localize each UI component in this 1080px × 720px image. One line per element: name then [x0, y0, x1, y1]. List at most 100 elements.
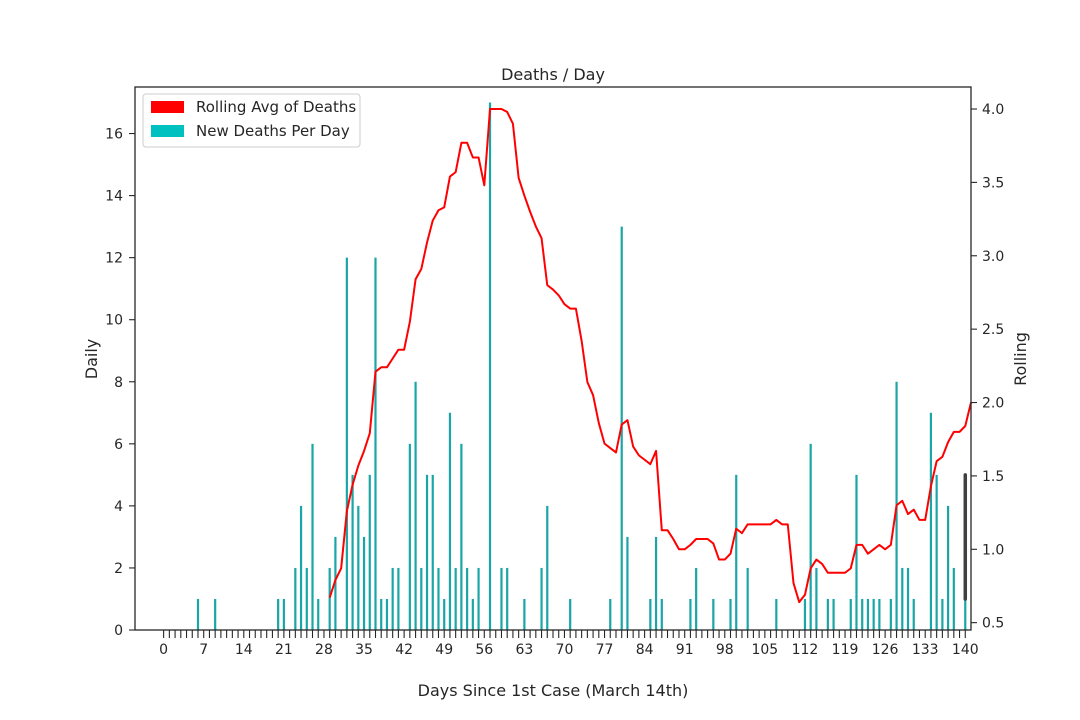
- bar: [826, 598, 829, 630]
- rolling-avg-line: [328, 108, 972, 604]
- bar: [391, 567, 394, 630]
- bar: [425, 474, 429, 630]
- legend-box: [142, 93, 361, 148]
- bar: [317, 598, 320, 630]
- bar: [935, 474, 938, 630]
- bar: [454, 567, 457, 630]
- x-tick-label: 133: [912, 642, 939, 658]
- bar: [964, 598, 967, 630]
- y2-tick-label: 1.5: [982, 469, 1004, 485]
- bar: [649, 598, 652, 630]
- bars-layer: [196, 102, 967, 630]
- bar: [609, 598, 612, 630]
- x-tick-label: 98: [716, 642, 734, 658]
- legend-label-rolling: Rolling Avg of Deaths: [196, 98, 356, 116]
- bar: [546, 505, 549, 630]
- x-tick-label: 91: [676, 642, 694, 658]
- bar: [443, 598, 446, 630]
- chart-title: Deaths / Day: [501, 65, 605, 84]
- x-axis: 0 7 14 21 28 35 42 49 56 63 70 77 84 91 98 105 112 119 126…: [159, 630, 979, 658]
- bar: [351, 474, 354, 630]
- x-tick-label: 112: [792, 642, 819, 658]
- x-tick-label: 28: [315, 642, 333, 658]
- bar: [803, 598, 807, 630]
- x-tick-label: 35: [355, 642, 373, 658]
- bar: [328, 567, 331, 630]
- bar: [660, 598, 663, 630]
- x-tick-label: 49: [435, 642, 453, 658]
- bar: [431, 474, 434, 630]
- y-axis-title: Daily: [82, 339, 101, 379]
- y-axis-left: 0 2 4 6 8 10 12 14 16: [105, 127, 135, 639]
- legend-swatch-rolling: [151, 101, 184, 113]
- bar: [540, 567, 543, 630]
- bar: [362, 536, 366, 630]
- bar: [299, 505, 303, 630]
- y-tick-label: 14: [105, 189, 123, 205]
- bar: [500, 567, 503, 630]
- bar: [849, 598, 852, 630]
- bar: [901, 567, 904, 630]
- bar: [357, 505, 360, 630]
- bar: [952, 567, 955, 630]
- bar: [466, 567, 469, 630]
- bar: [385, 598, 389, 630]
- y-tick-label: 4: [114, 499, 123, 515]
- y2-axis-title: Rolling: [1011, 332, 1030, 386]
- x-tick-label: 42: [395, 642, 413, 658]
- bar: [477, 567, 480, 630]
- bar: [746, 567, 749, 630]
- bar: [626, 536, 629, 630]
- x-tick-label: 105: [751, 642, 778, 658]
- x-tick-label: 140: [952, 642, 979, 658]
- bar: [861, 598, 864, 630]
- bar: [654, 536, 658, 630]
- bar: [735, 474, 738, 630]
- bar: [471, 598, 474, 630]
- bar: [368, 474, 371, 630]
- x-tick-label: 21: [275, 642, 293, 658]
- bar: [832, 598, 835, 630]
- y-tick-label: 10: [105, 313, 123, 329]
- x-tick-label: 84: [636, 642, 654, 658]
- bar: [872, 598, 875, 630]
- bar: [294, 567, 297, 630]
- y2-tick-label: 2.0: [982, 396, 1004, 412]
- x-tick-label: 77: [596, 642, 614, 658]
- x-tick-label: 70: [556, 642, 574, 658]
- bar: [695, 567, 698, 630]
- bar: [712, 598, 715, 630]
- bar: [374, 257, 377, 630]
- bar: [941, 598, 944, 630]
- bar: [196, 598, 200, 630]
- legend: Rolling Avg of Deaths New Deaths Per Day: [142, 93, 361, 148]
- bar: [277, 598, 280, 630]
- bar: [305, 567, 308, 630]
- x-tick-label: 63: [515, 642, 533, 658]
- legend-swatch-deaths: [151, 125, 184, 137]
- bar: [523, 598, 526, 630]
- bar: [729, 598, 732, 630]
- bar: [414, 381, 417, 630]
- legend-label-deaths: New Deaths Per Day: [196, 122, 350, 140]
- x-tick-label: 126: [872, 642, 899, 658]
- bar: [855, 474, 858, 630]
- bar: [947, 505, 950, 630]
- bar: [380, 598, 383, 630]
- y-tick-label: 16: [105, 127, 123, 143]
- bar: [311, 443, 314, 630]
- bar: [345, 257, 348, 630]
- y2-tick-label: 3.5: [982, 175, 1004, 191]
- y-tick-label: 0: [114, 623, 123, 639]
- bar: [815, 567, 818, 630]
- y-axis-right: 0.5 1.0 1.5 2.0 2.5 3.0 3.5 4.0: [971, 102, 1004, 632]
- y-tick-label: 8: [114, 375, 123, 391]
- plot-frame: [134, 86, 972, 631]
- x-tick-label: 7: [199, 642, 208, 658]
- y2-tick-label: 1.0: [982, 542, 1004, 558]
- bar: [334, 536, 337, 630]
- y-tick-label: 2: [114, 561, 123, 577]
- bar: [809, 443, 812, 630]
- bar: [282, 598, 285, 630]
